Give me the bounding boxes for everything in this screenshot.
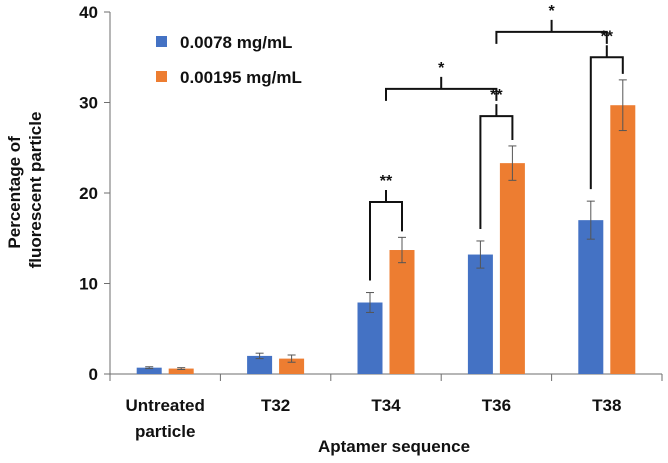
x-tick-label-line: particle: [135, 422, 195, 441]
error-bars: [145, 79, 627, 370]
significance-bracket: [369, 190, 403, 281]
significance-bracket: [479, 104, 514, 229]
bar: [389, 250, 415, 374]
y-axis-title: Percentage of fluorescent particle: [5, 112, 45, 269]
x-tick-label: Untreated particle: [126, 396, 205, 441]
y-tick-label: 0: [89, 365, 98, 384]
bar: [578, 220, 604, 374]
axes: 0 10 20 30 40 Untreated particle T32 T34 T36 T38: [79, 3, 663, 441]
bar: [247, 355, 273, 374]
y-tick-label: 30: [79, 94, 98, 113]
bar: [499, 163, 525, 374]
significance-bracket: [495, 19, 608, 44]
legend-swatch: [156, 71, 167, 82]
x-tick-label-line: T38: [592, 396, 621, 415]
significance-label: *: [438, 60, 445, 77]
bars: [136, 105, 636, 374]
bar: [279, 358, 305, 374]
x-axis-title: Aptamer sequence: [318, 437, 470, 456]
axis-titles: Aptamer sequence Percentage of fluoresce…: [5, 112, 470, 456]
x-tick-label: T34: [371, 396, 401, 415]
legend-label: 0.0078 mg/mL: [180, 33, 292, 52]
y-axis-title-line-1: Percentage of: [5, 136, 24, 249]
legend-swatch: [156, 36, 167, 47]
legend: 0.0078 mg/mL 0.00195 mg/mL: [156, 33, 302, 87]
x-tick-label: T38: [592, 396, 621, 415]
bar: [168, 368, 194, 374]
significance-brackets: ********: [369, 3, 624, 281]
bar: [357, 302, 383, 374]
significance-bracket: [589, 45, 624, 190]
x-tick-label: T36: [482, 396, 511, 415]
bar: [467, 254, 493, 374]
legend-label: 0.00195 mg/mL: [180, 68, 302, 87]
x-tick-label-line: T32: [261, 396, 290, 415]
x-tick-label: T32: [261, 396, 290, 415]
x-tick-label-line: T36: [482, 396, 511, 415]
significance-label: **: [380, 173, 393, 190]
bar: [610, 105, 636, 374]
x-tick-label-line: T34: [371, 396, 401, 415]
y-tick-label: 40: [79, 3, 98, 22]
significance-bracket: [385, 76, 498, 101]
significance-label: *: [548, 3, 555, 20]
y-tick-label: 20: [79, 184, 98, 203]
bar: [136, 367, 162, 374]
y-axis-title-line-2: fluorescent particle: [26, 112, 45, 269]
y-tick-label: 10: [79, 275, 98, 294]
x-tick-label-line: Untreated: [126, 396, 205, 415]
